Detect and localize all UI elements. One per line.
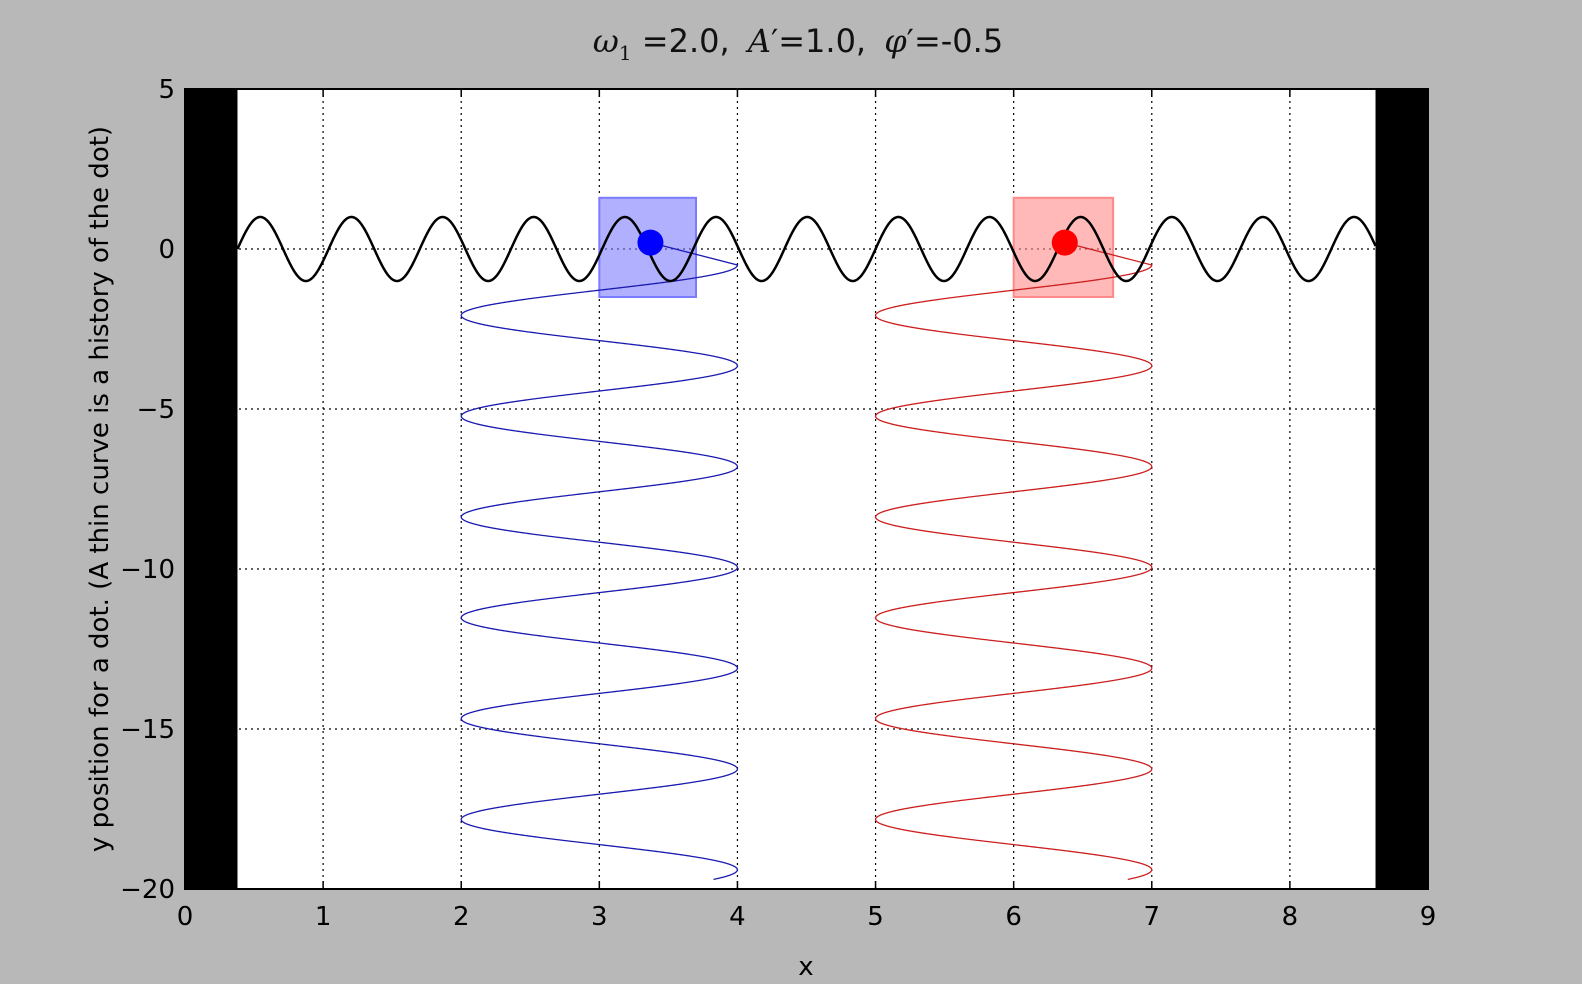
x-tick-label: 3 [591,902,608,932]
walls [185,89,1428,889]
red-history-curve [874,241,1153,881]
wall [185,89,238,889]
x-tick-label: 9 [1420,902,1437,932]
chart-title: ω1 =2.0, A′=1.0, φ′=-0.5 [593,22,1003,65]
x-axis-label: x [798,952,813,982]
plot-frame [184,88,1429,890]
x-tick-label: 4 [729,902,746,932]
x-tick-label: 2 [453,902,470,932]
x-tick-label: 5 [867,902,884,932]
y-tick-label: 5 [158,75,175,105]
x-tick-label: 1 [315,902,332,932]
x-tick-label: 6 [1005,902,1022,932]
y-tick-label: 0 [158,235,175,265]
x-tick-label: 7 [1144,902,1161,932]
y-tick-label: −10 [120,555,175,585]
wave-line [236,215,1377,283]
y-axis-label: y position for a dot. (A thin curve is a… [85,126,115,852]
y-tick-label: −15 [120,715,175,745]
x-tick-label: 0 [177,902,194,932]
mass-dots [637,229,1078,256]
plot-area [185,89,1428,889]
blue-history-curve [460,241,739,881]
history-curves [460,241,1153,881]
wave-curve [236,215,1377,283]
blue-dot [637,229,664,256]
wall [1375,89,1428,889]
x-tick-label: 8 [1282,902,1299,932]
y-tick-label: −5 [137,395,175,425]
red-dot [1051,229,1078,256]
axis-ticks: 0 1 2 3 4 5 6 7 8 9 5 0 −5 −10 −15 −20 [120,75,1436,932]
y-tick-label: −20 [120,875,175,905]
